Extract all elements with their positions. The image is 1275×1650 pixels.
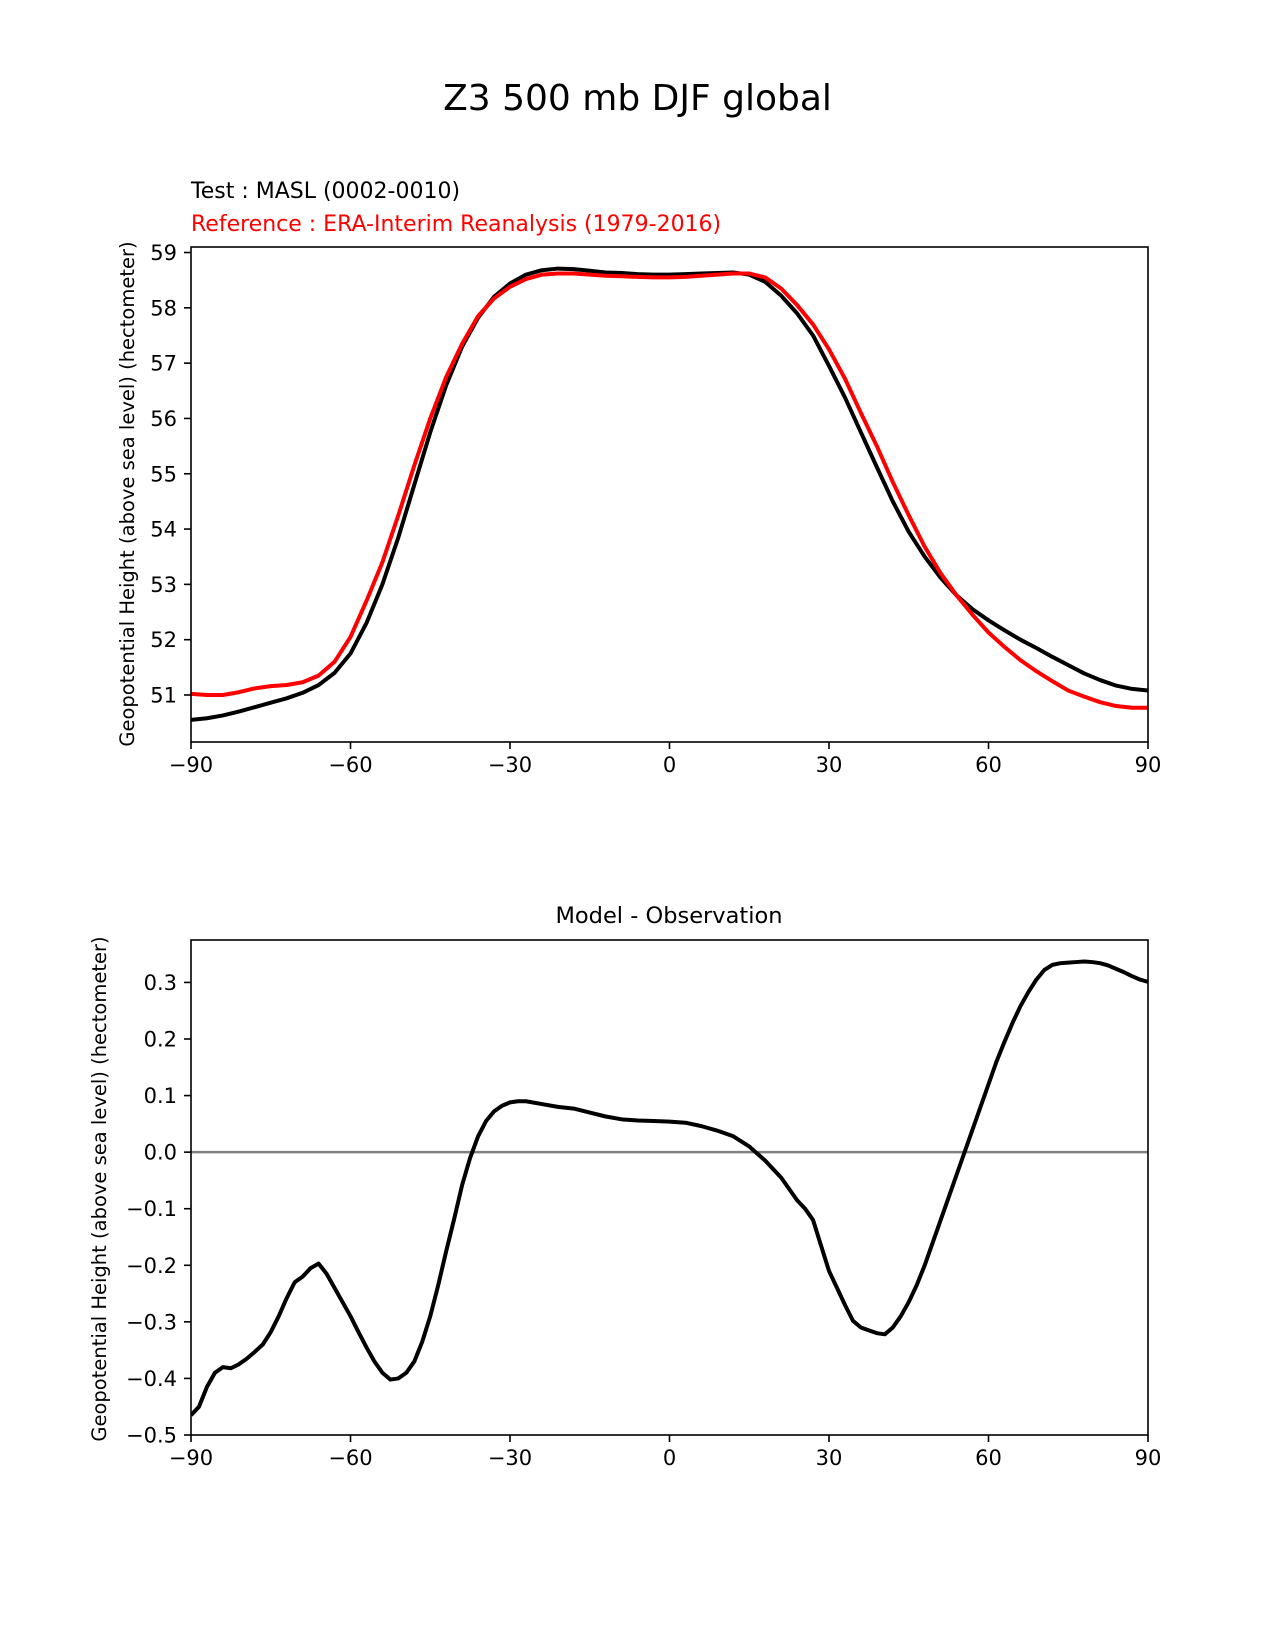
top-chart-series-line-1-reference: [191, 271, 1148, 710]
top-chart-y-tick-label: 55: [150, 462, 177, 486]
top-chart-test-label: Test : MASL (0002-0010): [190, 179, 460, 204]
bottom-chart-y-tick-label: 0.2: [144, 1028, 177, 1052]
top-chart-x-tick-label: −90: [169, 753, 213, 777]
bottom-chart-y-tick-label: −0.3: [126, 1310, 177, 1334]
top-chart-y-tick-label: 51: [150, 683, 177, 707]
bottom-chart-y-tick-label: 0.3: [144, 971, 177, 995]
top-chart-x-tick-label: 60: [975, 753, 1002, 777]
top-chart-y-tick-label: 54: [150, 518, 177, 542]
bottom-chart-y-tick-label: 0.1: [144, 1084, 177, 1108]
bottom-chart-x-tick-label: 0: [663, 1446, 676, 1470]
top-chart-y-tick-label: 59: [150, 241, 177, 265]
bottom-chart-x-tick-label: 30: [816, 1446, 843, 1470]
top-chart-y-tick-label: 56: [150, 407, 177, 431]
bottom-chart-x-tick-label: 60: [975, 1446, 1002, 1470]
bottom-chart-series-line: [191, 959, 1148, 1417]
top-chart-y-tick-label: 58: [150, 296, 177, 320]
top-chart-plot: [191, 266, 1148, 722]
top-chart-x-tick-label: 30: [816, 753, 843, 777]
bottom-chart: Model - Observation −90 −60 −30 0 30 60 90 −0.5…: [88, 903, 1161, 1470]
bottom-chart-y-tick-label: −0.4: [126, 1367, 177, 1391]
bottom-chart-plot: [191, 959, 1148, 1417]
bottom-chart-x-tick-label: −90: [169, 1446, 213, 1470]
bottom-chart-x-tick-label: −30: [488, 1446, 532, 1470]
top-chart-x-tick-label: −30: [488, 753, 532, 777]
top-chart-y-tick-label: 52: [150, 628, 177, 652]
top-chart-axes: −90 −60 −30 0 30 60 90 51 52 53 54 55 56 57 58 59: [150, 241, 1161, 777]
bottom-chart-y-tick-label: −0.1: [126, 1197, 177, 1221]
bottom-chart-x-tick-label: −60: [328, 1446, 372, 1470]
bottom-chart-axes: −90 −60 −30 0 30 60 90 −0.5 −0.4 −0.3 −0.2 −0.1 0.0 0…: [126, 939, 1162, 1470]
top-chart-x-tick-label: 90: [1135, 753, 1162, 777]
figure-title: Z3 500 mb DJF global: [443, 78, 832, 119]
top-chart-y-axis-label: Geopotential Height (above sea level) (h…: [116, 241, 139, 746]
bottom-chart-title: Model - Observation: [556, 903, 783, 929]
top-chart-y-tick-label: 57: [150, 352, 177, 376]
top-chart-x-tick-label: −60: [328, 753, 372, 777]
top-chart-reference-label: Reference : ERA-Interim Reanalysis (1979…: [191, 212, 721, 237]
bottom-chart-y-tick-label: −0.5: [126, 1424, 177, 1448]
top-chart-y-tick-label: 53: [150, 573, 177, 597]
top-chart-series-line: [191, 266, 1148, 722]
bottom-chart-x-tick-label: 90: [1135, 1446, 1162, 1470]
bottom-chart-y-tick-label: −0.2: [126, 1254, 177, 1278]
top-chart-x-tick-label: 0: [663, 753, 676, 777]
top-chart: Test : MASL (0002-0010) Reference : ERA-…: [116, 179, 1161, 777]
bottom-chart-y-tick-label: 0.0: [144, 1141, 177, 1165]
bottom-chart-y-axis-label: Geopotential Height (above sea level) (h…: [88, 936, 111, 1441]
